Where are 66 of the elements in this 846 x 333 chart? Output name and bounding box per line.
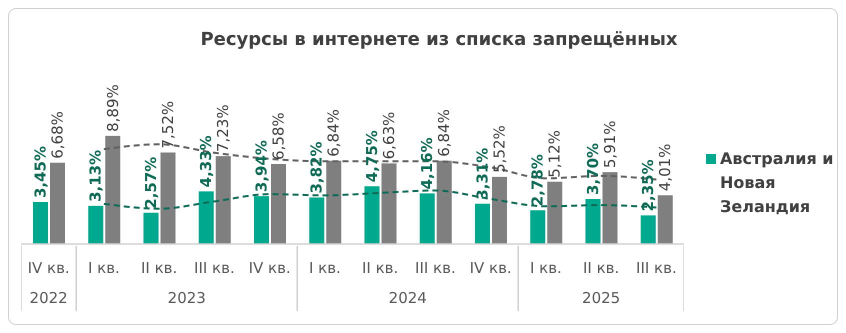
- x-tick-label: III кв.: [194, 259, 235, 277]
- x-tick-label: I кв.: [88, 259, 120, 277]
- data-label: 3,70%: [584, 142, 602, 195]
- bar: [105, 136, 120, 244]
- data-label: 8,89%: [104, 84, 122, 132]
- data-label: 3,45%: [32, 146, 50, 198]
- data-label: 4,01%: [656, 144, 674, 192]
- bar: [309, 198, 324, 244]
- data-label: 7,23%: [214, 104, 232, 152]
- x-tick-label: IV кв.: [248, 259, 291, 277]
- data-label: 3,31%: [474, 148, 492, 200]
- x-tick-label: II кв.: [362, 259, 398, 277]
- data-label: 5,52%: [490, 125, 508, 173]
- x-tick-label: III кв.: [636, 259, 677, 277]
- text: 2025: [581, 289, 622, 307]
- bar: [144, 212, 158, 244]
- data-label: 4,16%: [418, 137, 436, 190]
- bar: [658, 195, 673, 244]
- x-tick-label: I кв.: [530, 259, 562, 277]
- x-tick-label: IV кв.: [28, 259, 70, 277]
- legend-label: Австралия и Новая Зеландия: [720, 148, 834, 218]
- bar: [586, 199, 600, 244]
- bar: [326, 160, 342, 244]
- bar: [530, 210, 546, 244]
- x-tick-label: III кв.: [415, 259, 456, 277]
- bar: [420, 193, 435, 244]
- data-label: 5,12%: [546, 130, 564, 178]
- bar: [640, 215, 656, 244]
- data-label: 6,58%: [270, 112, 288, 160]
- data-label: 4,75%: [363, 130, 381, 182]
- text: 2022: [28, 289, 69, 307]
- data-label: 3,94%: [252, 140, 270, 192]
- bar: [382, 163, 396, 244]
- data-label: 4,33%: [197, 135, 216, 188]
- data-label: 6,68%: [48, 111, 66, 159]
- text: 2023: [166, 289, 207, 307]
- x-tick-label: II кв.: [582, 259, 620, 277]
- data-label: 6,63%: [380, 112, 398, 160]
- chart-title: Ресурсы в интернете из списка запрещённых: [199, 29, 679, 50]
- x-tick-label: I кв.: [308, 259, 341, 277]
- bar: [547, 182, 562, 244]
- bar: [436, 160, 452, 244]
- bar: [492, 176, 507, 244]
- bar: [50, 162, 65, 244]
- data-label: 3,82%: [308, 141, 326, 194]
- bar: [475, 204, 490, 244]
- bar: [33, 202, 48, 244]
- data-label: 2,35%: [639, 159, 658, 212]
- bar: [198, 191, 214, 244]
- data-label: 5,91%: [601, 120, 619, 168]
- bar: [254, 196, 269, 244]
- x-tick-label: II кв.: [140, 259, 178, 277]
- data-label: 3,13%: [86, 150, 105, 202]
- data-label: 2,78%: [528, 154, 547, 206]
- bar: [364, 186, 380, 244]
- data-label: 2,57%: [142, 156, 160, 209]
- bar: [216, 156, 231, 244]
- x-tick-label: IV кв.: [470, 259, 512, 277]
- text: 2024: [388, 289, 428, 307]
- data-label: 7,52%: [159, 100, 177, 149]
- bar: [160, 152, 176, 244]
- bar: [88, 206, 104, 244]
- data-label: 6,84%: [435, 109, 454, 157]
- bar: [602, 172, 618, 244]
- bar: [271, 164, 286, 244]
- data-label: 6,84%: [324, 109, 343, 157]
